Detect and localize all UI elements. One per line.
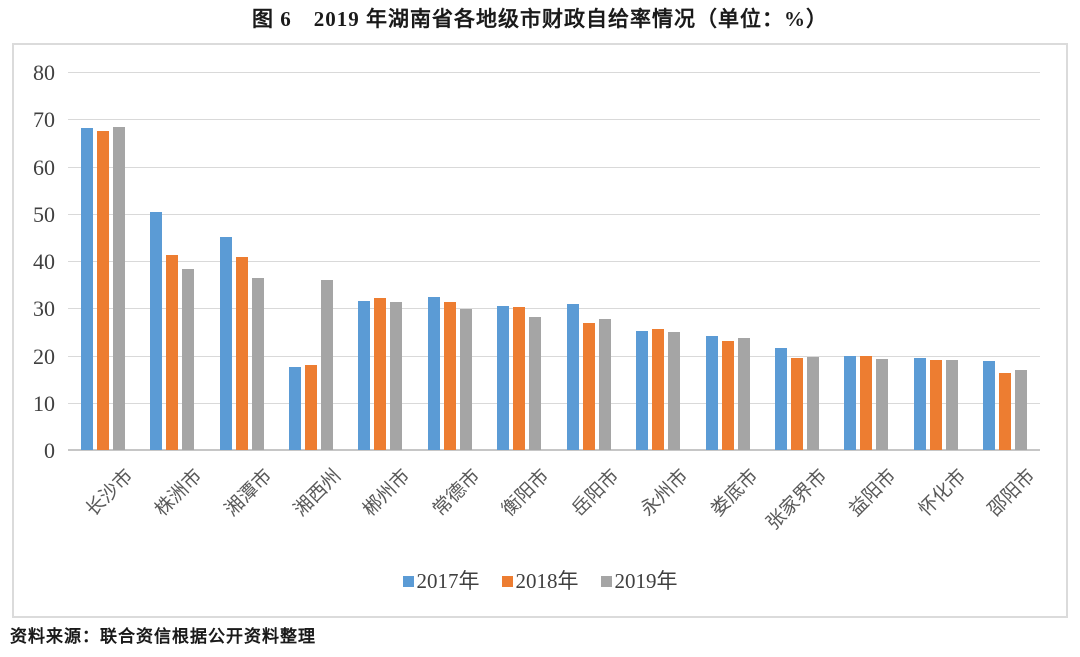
plot-area: 长沙市 株洲市 湘潭市 湘西州 郴州市 常德市 衡阳市 岳阳市 永州市 娄底市 张家界市 益阳市 怀化市…: [68, 72, 1040, 534]
x-axis-label: 益阳市: [845, 465, 901, 521]
y-axis-tick-label: 80: [33, 60, 55, 85]
y-axis-tick-label: 20: [33, 343, 55, 369]
bar-2017年-永州市: [636, 331, 649, 450]
y-axis-tick-label: 0: [44, 438, 55, 463]
bar-2017年-娄底市: [705, 336, 718, 450]
bar-2017年-怀化市: [913, 357, 926, 450]
bar-2017年-株洲市: [150, 212, 163, 450]
bar-2019年-湘潭市: [251, 278, 264, 450]
bar-2019年-湘西州: [321, 280, 333, 450]
bar-2017年-岳阳市: [566, 303, 579, 450]
bar-2019年-益阳市: [876, 358, 889, 450]
bar-2017年-长沙市: [80, 128, 93, 450]
gridline: [68, 308, 1040, 310]
bar-2019年-张家界市: [807, 357, 819, 450]
bar-2018年-衡阳市: [513, 307, 526, 450]
chart-title: 图 6 2019 年湖南省各地级市财政自给率情况（单位：%）: [252, 7, 828, 31]
bar-2017年-郴州市: [358, 300, 371, 450]
bar-2017年-张家界市: [775, 348, 787, 450]
bar-2018年-益阳市: [860, 356, 873, 450]
x-axis-label: 湘潭市: [220, 465, 276, 521]
chart-legend: 2017年 2018年 2019年: [14, 569, 1066, 593]
bar-2019年-长沙市: [112, 126, 125, 450]
y-axis-tick-label: 10: [33, 390, 55, 416]
legend-item-2017年: 2017年: [402, 569, 480, 593]
bar-2017年-常德市: [427, 297, 440, 450]
x-axis-label: 株洲市: [151, 465, 207, 521]
x-axis-label: 衡阳市: [498, 465, 554, 521]
bar-2017年-衡阳市: [497, 306, 510, 450]
bar-2018年-株洲市: [166, 254, 179, 450]
x-axis-label: 怀化市: [915, 465, 971, 521]
bar-2017年-湘西州: [289, 366, 301, 450]
legend-label: 2017年: [416, 569, 480, 593]
gridline: [68, 261, 1040, 262]
x-axis-label: 永州市: [637, 465, 693, 521]
legend-item-2019年: 2019年: [600, 569, 678, 593]
legend-label: 2019年: [614, 569, 678, 593]
gridline: [68, 119, 1040, 121]
legend-swatch-icon: [501, 575, 513, 587]
y-axis-tick-label: 50: [33, 201, 55, 227]
bar-2019年-娄底市: [737, 338, 750, 450]
x-axis-label: 常德市: [429, 465, 485, 521]
x-axis-line: [68, 449, 1040, 451]
gridline: [68, 72, 1040, 73]
gridline: [68, 355, 1040, 357]
chart-container: 长沙市 株洲市 湘潭市 湘西州 郴州市 常德市 衡阳市 岳阳市 永州市 娄底市 张家界市 益阳市 怀化市…: [12, 43, 1068, 618]
bar-2019年-怀化市: [945, 360, 958, 450]
bar-2017年-邵阳市: [983, 361, 996, 450]
bar-2017年-益阳市: [844, 355, 857, 450]
bar-2019年-永州市: [668, 332, 681, 450]
x-axis-label: 邵阳市: [984, 465, 1040, 521]
legend-label: 2018年: [515, 569, 579, 593]
bar-2017年-湘潭市: [219, 237, 232, 450]
x-axis-label: 娄底市: [706, 465, 762, 521]
y-axis-tick-label: 60: [33, 154, 55, 180]
x-axis-label: 郴州市: [359, 465, 415, 521]
x-axis-label: 岳阳市: [567, 465, 624, 521]
gridline: [68, 166, 1040, 168]
source-note: 资料来源：联合资信根据公开资料整理: [10, 627, 316, 646]
bar-2019年-岳阳市: [598, 318, 611, 450]
bar-2019年-郴州市: [390, 301, 403, 450]
bar-2019年-常德市: [459, 308, 472, 450]
bar-2018年-怀化市: [929, 360, 942, 450]
bar-2018年-张家界市: [791, 358, 803, 450]
bar-2018年-湘西州: [305, 364, 317, 450]
bar-2018年-长沙市: [96, 131, 109, 450]
legend-swatch-icon: [600, 575, 612, 587]
bar-2019年-邵阳市: [1015, 369, 1028, 450]
x-axis-label: 张家界市: [762, 465, 832, 535]
bar-2018年-永州市: [652, 329, 665, 450]
legend-item-2018年: 2018年: [501, 569, 579, 593]
bar-2018年-郴州市: [374, 298, 387, 450]
bar-2018年-娄底市: [721, 341, 734, 450]
gridline: [68, 213, 1040, 215]
y-axis-tick-label: 70: [33, 107, 55, 133]
bar-2018年-岳阳市: [582, 322, 595, 450]
legend-swatch-icon: [402, 575, 414, 587]
bar-2019年-衡阳市: [529, 317, 542, 450]
bar-2018年-常德市: [443, 301, 456, 450]
bar-2019年-株洲市: [182, 269, 195, 450]
bar-2018年-湘潭市: [235, 256, 248, 450]
y-axis-tick-label: 30: [33, 296, 55, 322]
bar-2018年-邵阳市: [999, 372, 1012, 450]
x-axis-label: 长沙市: [81, 465, 138, 521]
x-axis-label: 湘西州: [290, 465, 346, 521]
gridline: [68, 402, 1040, 404]
y-axis-tick-label: 40: [33, 249, 55, 274]
